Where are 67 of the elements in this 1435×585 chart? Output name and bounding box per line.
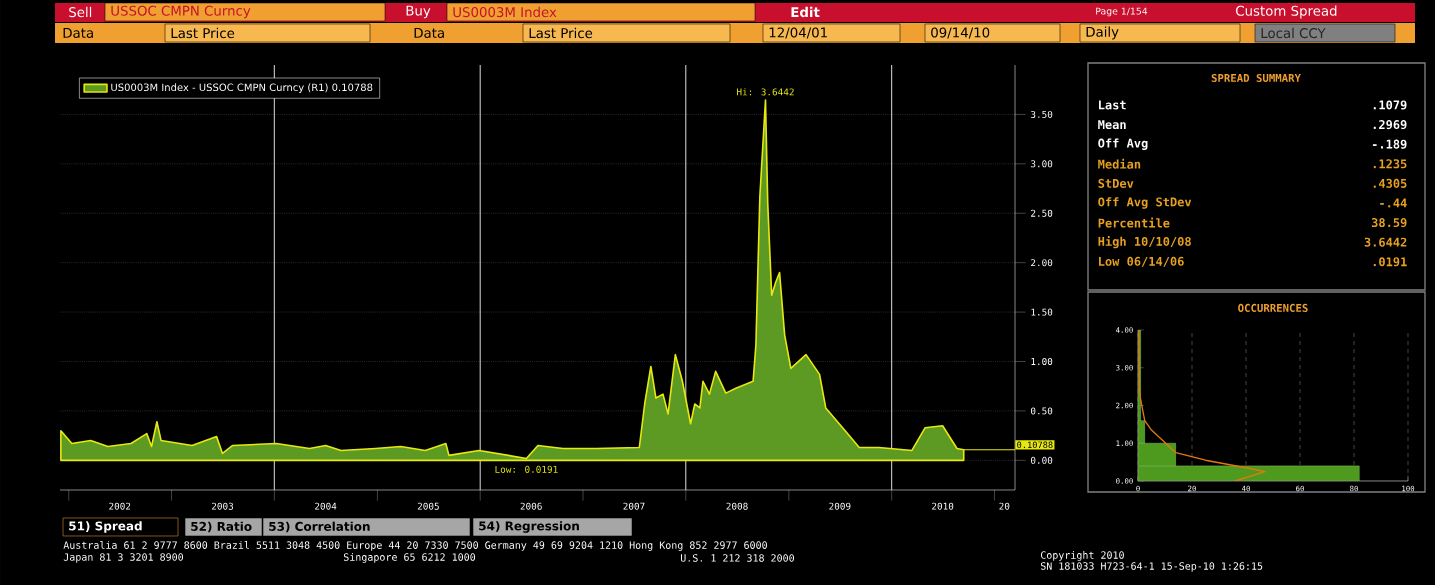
y-tick-label: 1.50 bbox=[1031, 308, 1053, 316]
text: .4305 bbox=[1373, 178, 1407, 188]
text: Custom Spread bbox=[1236, 5, 1337, 19]
category-label: High 10/10/08 bbox=[1098, 236, 1191, 249]
category-label: Off Avg bbox=[1098, 138, 1148, 150]
y-tick-label: 3.00 bbox=[1031, 160, 1053, 168]
x-tick-label: 2003 bbox=[211, 502, 234, 510]
text: .0191 bbox=[1373, 257, 1407, 267]
text: Data bbox=[63, 28, 93, 38]
text: 38.59 bbox=[1371, 218, 1407, 228]
y-tick-label: 3.50 bbox=[1031, 110, 1053, 118]
category-label: Median bbox=[1098, 158, 1141, 169]
x-tick-label: 20 bbox=[999, 502, 1010, 510]
chart-title: OCCURRENCES bbox=[1238, 303, 1308, 312]
text: Singapore 65 6212 1000 bbox=[343, 553, 476, 563]
text: Daily bbox=[1086, 26, 1119, 40]
x-tick-label: 2009 bbox=[829, 502, 851, 510]
text: Australia 61 2 9777 8600 Brazil 5511 3048 4500 Europe 44 20 7330 7500 Germany 49 69 9204 1210 Hong Kong 852 2977 6000 bbox=[63, 541, 767, 551]
annotation: Hi: 3.6442 bbox=[737, 88, 794, 96]
category-label: Mean bbox=[1098, 120, 1126, 130]
text: Sell bbox=[69, 6, 92, 18]
text: Local CCY bbox=[1261, 27, 1326, 39]
text: Data bbox=[414, 28, 444, 38]
category-label: StDev bbox=[1098, 178, 1134, 188]
text: SN 181033 H723-64-1 15-Sep-10 1:26:15 bbox=[1040, 562, 1263, 572]
x-tick-label: 2005 bbox=[417, 502, 439, 510]
text: 51) Spread bbox=[69, 521, 142, 533]
text: Japan 81 3 3201 8900 bbox=[63, 553, 184, 563]
text: 3.6442 bbox=[1364, 237, 1407, 247]
legend-label: US0003M Index - USSOC CMPN Curncy (R1) 0.10788 bbox=[111, 83, 373, 94]
text: -.44 bbox=[1380, 198, 1407, 208]
x-tick-label: 2002 bbox=[109, 502, 131, 510]
text: US0003M Index bbox=[453, 6, 557, 18]
category-label: Off Avg StDev bbox=[1098, 197, 1192, 209]
text: SPREAD SUMMARY bbox=[1211, 73, 1301, 83]
annotation: 0.10788 bbox=[1017, 441, 1053, 449]
y-tick-label: 0.00 bbox=[1030, 456, 1053, 464]
y-tick-label: 2.50 bbox=[1031, 209, 1053, 217]
x-tick-label: 2008 bbox=[726, 502, 748, 510]
y-tick-label: 0.50 bbox=[1030, 407, 1053, 415]
text: Last Price bbox=[529, 27, 593, 39]
x-tick-label: 2010 bbox=[932, 502, 954, 510]
y-tick-label: 1.00 bbox=[1031, 357, 1053, 366]
text: -.189 bbox=[1372, 139, 1407, 149]
text: Edit bbox=[791, 6, 820, 18]
x-tick-label: 2007 bbox=[623, 502, 645, 510]
text: 12/04/01 bbox=[769, 27, 827, 39]
text: Copyright 2010 bbox=[1040, 551, 1124, 561]
text: USSOC CMPN Curncy bbox=[111, 5, 251, 19]
text: .1235 bbox=[1373, 159, 1407, 169]
text: 09/14/10 bbox=[931, 27, 990, 39]
text: .2969 bbox=[1373, 120, 1407, 130]
category-label: Percentile bbox=[1098, 217, 1170, 228]
text: .1079 bbox=[1373, 100, 1407, 110]
x-tick-label: 2006 bbox=[520, 502, 542, 510]
text: 52) Ratio bbox=[191, 521, 252, 533]
text: 53) Correlation bbox=[269, 521, 370, 533]
text: Last Price bbox=[171, 27, 235, 39]
x-tick-label: 2004 bbox=[315, 502, 337, 510]
category-label: Last bbox=[1099, 100, 1126, 110]
category-label: Low 06/14/06 bbox=[1099, 256, 1184, 267]
text: Buy bbox=[406, 5, 431, 19]
annotation: Low: 0.0191 bbox=[495, 465, 558, 473]
y-tick-label: 2.00 bbox=[1031, 259, 1053, 267]
text: U.S. 1 212 318 2000 bbox=[680, 554, 795, 562]
text: 54) Regression bbox=[479, 521, 579, 533]
text: Page 1/154 bbox=[1096, 7, 1148, 17]
